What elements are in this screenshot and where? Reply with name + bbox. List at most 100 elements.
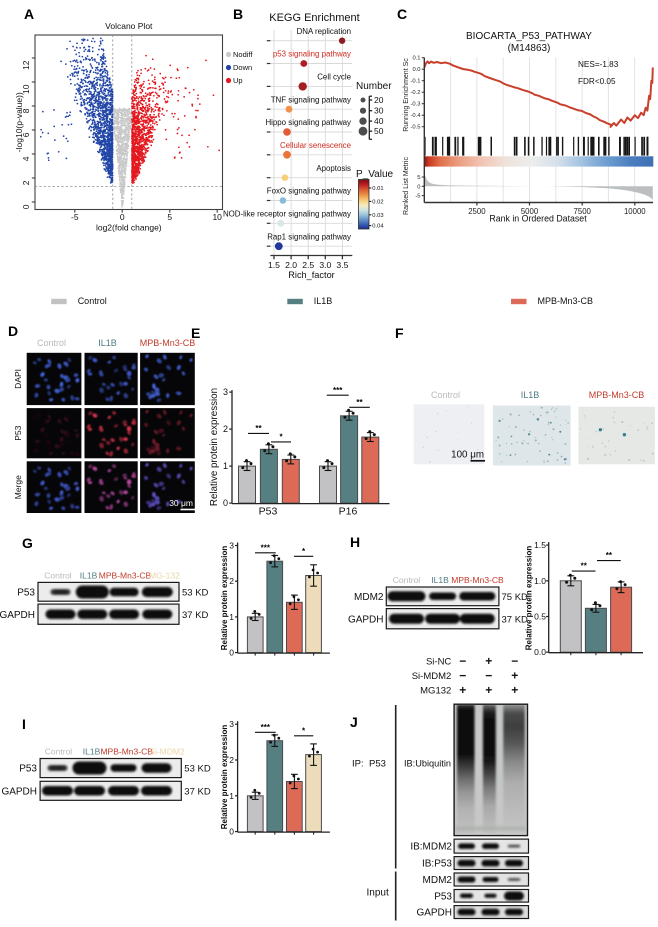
svg-text:**: ** (255, 424, 262, 433)
svg-text:1.5: 1.5 (534, 540, 546, 550)
svg-text:+: + (485, 683, 492, 697)
svg-text:P53: P53 (19, 764, 37, 775)
svg-text:-0.2: -0.2 (411, 90, 421, 96)
svg-text:1: 1 (223, 461, 228, 471)
svg-text:E: E (191, 325, 200, 341)
svg-text:7500: 7500 (574, 207, 592, 216)
svg-text:10000: 10000 (624, 207, 646, 216)
svg-text:(M14863): (M14863) (508, 43, 551, 54)
svg-text:−: − (485, 669, 492, 683)
svg-text:10: 10 (212, 212, 222, 222)
svg-text:FDR<0.05: FDR<0.05 (578, 77, 616, 86)
svg-text:Merge: Merge (13, 475, 23, 499)
svg-text:0.01: 0.01 (372, 186, 383, 192)
svg-text:75 KD: 75 KD (502, 592, 529, 603)
svg-text:IP:: IP: (352, 759, 364, 770)
svg-text:MPB-Mn3-CB: MPB-Mn3-CB (99, 571, 152, 581)
svg-text:IL1B: IL1B (98, 338, 117, 348)
svg-text:*: * (279, 433, 283, 442)
svg-text:0: 0 (417, 184, 420, 190)
svg-text:GAPDH: GAPDH (1, 786, 37, 797)
svg-text:P53: P53 (17, 588, 35, 599)
svg-text:NES=-1.83: NES=-1.83 (578, 60, 619, 69)
svg-text:-5: -5 (415, 194, 420, 200)
svg-text:MPB-Mn3-CB: MPB-Mn3-CB (589, 390, 645, 400)
svg-text:Control: Control (78, 296, 107, 306)
svg-text:BIOCARTA_P53_PATHWAY: BIOCARTA_P53_PATHWAY (466, 31, 592, 42)
svg-text:Relative protein expression: Relative protein expression (525, 546, 534, 651)
svg-text:IL1B: IL1B (314, 296, 333, 306)
svg-text:*: * (302, 547, 306, 556)
svg-text:MG-132: MG-132 (149, 571, 180, 581)
svg-text:0.0: 0.0 (412, 67, 420, 73)
svg-text:3: 3 (229, 541, 234, 551)
svg-text:−: − (511, 654, 518, 668)
svg-text:30: 30 (374, 106, 384, 116)
svg-text:0: 0 (229, 827, 234, 837)
svg-text:KEGG Enrichment: KEGG Enrichment (269, 12, 359, 24)
svg-text:0.0: 0.0 (534, 647, 546, 657)
svg-text:3: 3 (229, 719, 234, 729)
svg-text:**: ** (581, 562, 588, 571)
svg-text:3: 3 (223, 387, 228, 397)
svg-text:GAPDH: GAPDH (416, 908, 452, 919)
svg-text:G: G (22, 535, 33, 551)
svg-text:Rap1 signaling pathway: Rap1 signaling pathway (267, 232, 351, 241)
svg-text:P53: P53 (259, 506, 278, 518)
svg-text:***: *** (261, 723, 271, 732)
svg-text:MPB-Mn3-CB: MPB-Mn3-CB (451, 575, 504, 585)
svg-text:Relative protein expression: Relative protein expression (220, 546, 229, 651)
svg-text:*: * (302, 727, 306, 736)
svg-text:FoxO signaling pathway: FoxO signaling pathway (267, 187, 351, 196)
svg-text:log2(fold change): log2(fold change) (96, 223, 162, 233)
svg-text:37 KD: 37 KD (182, 610, 209, 621)
svg-text:IB:Ubiquitin: IB:Ubiquitin (404, 759, 451, 769)
svg-text:1.0: 1.0 (534, 576, 546, 586)
svg-text:−: − (459, 654, 466, 668)
svg-text:Apoptosis: Apoptosis (316, 164, 351, 173)
svg-text:Rank in Ordered Dataset: Rank in Ordered Dataset (489, 214, 587, 224)
svg-text:2: 2 (229, 755, 234, 765)
svg-text:P16: P16 (339, 506, 358, 518)
svg-text:Control: Control (37, 338, 66, 348)
svg-text:2500: 2500 (468, 207, 486, 216)
svg-text:-5: -5 (71, 212, 79, 222)
svg-text:DAPI: DAPI (13, 369, 23, 389)
svg-text:−: − (459, 669, 466, 683)
svg-text:MPB-Mn3-CB: MPB-Mn3-CB (140, 338, 196, 348)
svg-text:Volcano Plot: Volcano Plot (105, 21, 153, 31)
svg-text:NOD-like receptor signaling pa: NOD-like receptor signaling pathway (223, 210, 351, 219)
svg-text:P53: P53 (434, 891, 452, 902)
svg-text:MG132: MG132 (420, 686, 451, 697)
svg-text:Cell cycle: Cell cycle (317, 73, 351, 82)
svg-text:5: 5 (417, 175, 420, 181)
svg-text:2: 2 (223, 424, 228, 434)
svg-text:+: + (459, 683, 466, 697)
svg-text:Control: Control (44, 571, 72, 581)
svg-text:H: H (350, 534, 360, 550)
svg-text:Control: Control (431, 390, 460, 400)
svg-text:2.0: 2.0 (285, 260, 297, 270)
svg-text:-0.4: -0.4 (411, 113, 422, 119)
svg-text:MDM2: MDM2 (423, 875, 453, 886)
svg-text:IL1B: IL1B (431, 575, 449, 585)
svg-text:P_Value: P_Value (356, 169, 394, 180)
svg-text:53 KD: 53 KD (182, 588, 209, 599)
svg-text:0.03: 0.03 (372, 213, 383, 219)
svg-text:1.5: 1.5 (268, 260, 280, 270)
svg-text:Relative protein expression: Relative protein expression (220, 725, 229, 830)
svg-text:GAPDH: GAPDH (348, 614, 384, 625)
svg-text:Nodiff: Nodiff (233, 50, 253, 59)
svg-text:Si-MDM2: Si-MDM2 (412, 671, 452, 682)
svg-text:Control: Control (393, 575, 421, 585)
svg-text:-0.1: -0.1 (411, 79, 421, 85)
svg-text:MPB-Mn3-CB: MPB-Mn3-CB (100, 747, 153, 757)
svg-text:Input: Input (367, 888, 389, 899)
svg-text:100 μm: 100 μm (451, 450, 484, 461)
svg-text:Rich_factor: Rich_factor (288, 270, 334, 280)
svg-text:C: C (397, 6, 407, 22)
svg-text:**: ** (356, 398, 363, 407)
svg-text:2: 2 (229, 576, 234, 586)
svg-text:D: D (8, 323, 18, 339)
svg-text:P53: P53 (369, 759, 386, 770)
